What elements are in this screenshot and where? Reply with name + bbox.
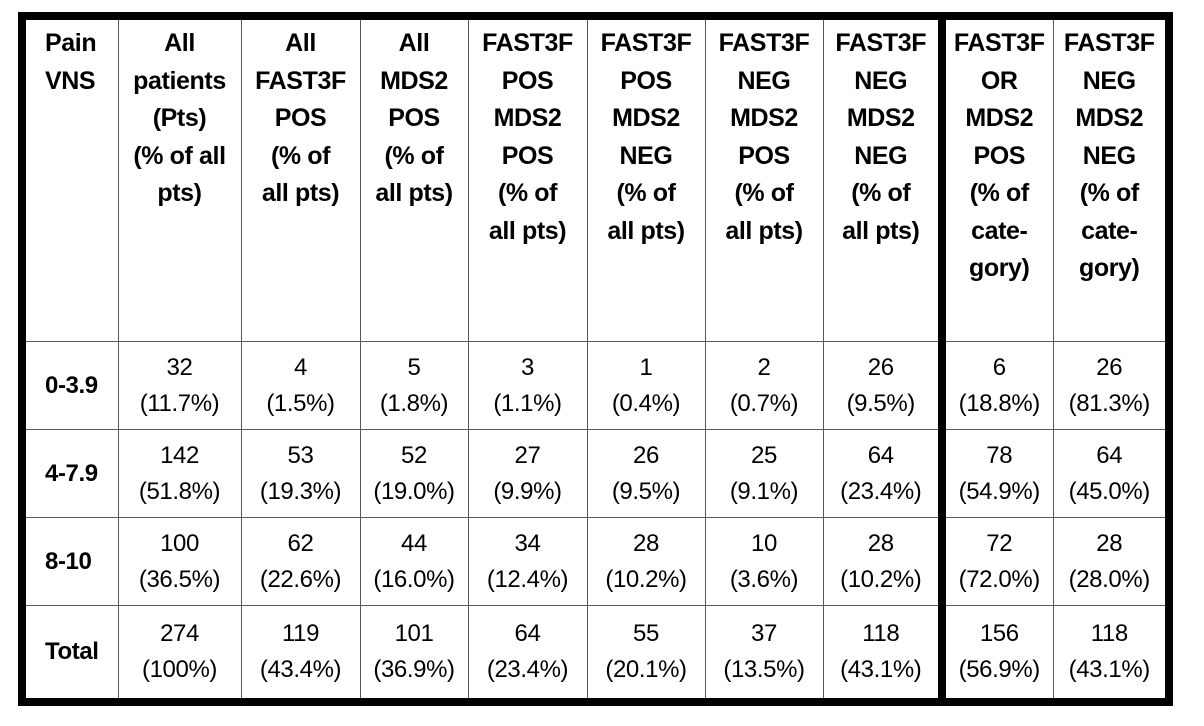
header-all-patients: All patients (Pts) (% of all pts) xyxy=(117,15,242,342)
cell-2-3: 34 (12.4%) xyxy=(467,517,588,606)
column-header-label: Pain VNS xyxy=(45,29,97,95)
header-all-mds2-pos: All MDS2 POS (% of all pts) xyxy=(359,15,469,342)
cell-2-8: 28 (28.0%) xyxy=(1052,517,1170,606)
row-header-4-7-9: 4-7.9 xyxy=(21,429,119,518)
cell-3-8: 118 (43.1%) xyxy=(1052,605,1170,703)
cell-1-7: 78 (54.9%) xyxy=(938,429,1054,518)
cell-2-7: 72 (72.0%) xyxy=(938,517,1054,606)
column-header-label: All FAST3F POS (% of all pts) xyxy=(255,29,346,207)
header-fast3f-or-mds2-pos: FAST3F OR MDS2 POS (% of cate- gory) xyxy=(938,15,1054,342)
column-header-label: FAST3F NEG MDS2 NEG (% of all pts) xyxy=(835,29,927,245)
table-row-4-7-9: 4-7.9 142 (51.8%) 53 (19.3%) 52 (19.0%) 27(… xyxy=(21,429,1170,518)
cell-0-2: 5 (1.8%) xyxy=(359,341,469,430)
cell-2-6: 28 (10.2%) xyxy=(822,517,943,606)
column-header-label: All MDS2 POS (% of all pts) xyxy=(375,29,453,207)
cell-1-6: 64 (23.4%) xyxy=(822,429,943,518)
cell-0-3: 3 (1.1%) xyxy=(467,341,588,430)
pain-vns-results-table: Pain VNS All patients (Pts) (% of all pt… xyxy=(18,12,1173,706)
header-all-fast3f-pos: All FAST3F POS (% of all pts) xyxy=(240,15,361,342)
table-row-0-3-9: 0-3.9 32 (11.7%) 4 (1.5%) 5 (1.8%) 3 (1.1%) … xyxy=(21,341,1170,430)
cell-3-4: 55 (20.1%) xyxy=(586,605,706,703)
cell-1-1: 53 (19.3%) xyxy=(240,429,361,518)
cell-0-4: 1 (0.4%) xyxy=(586,341,706,430)
column-header-label: FAST3F POS MDS2 NEG (% of all pts) xyxy=(600,29,692,245)
column-header-label: FAST3F NEG MDS2 POS (% of all pts) xyxy=(718,29,810,245)
table-row-8-10: 8-10 100 (36.5%) 62 (22.6%) 44 (16.0%) 34 (1… xyxy=(21,517,1170,606)
cell-3-0: 274 (100%) xyxy=(117,605,242,703)
cell-0-5: 2 (0.7%) xyxy=(704,341,824,430)
column-header-label: FAST3F POS MDS2 POS (% of all pts) xyxy=(482,29,573,245)
cell-0-0: 32 (11.7%) xyxy=(117,341,242,430)
cell-1-2: 52 (19.0%) xyxy=(359,429,469,518)
row-header-8-10: 8-10 xyxy=(21,517,119,606)
cell-2-2: 44 (16.0%) xyxy=(359,517,469,606)
row-header-total: Total xyxy=(21,605,119,703)
header-fast3f-neg-mds2-neg-category: FAST3F NEG MDS2 NEG (% of cate- gory) xyxy=(1052,15,1170,342)
cell-2-0: 100 (36.5%) xyxy=(117,517,242,606)
cell-0-1: 4 (1.5%) xyxy=(240,341,361,430)
cell-3-7: 156 (56.9%) xyxy=(938,605,1054,703)
header-fast3f-neg-mds2-neg: FAST3F NEG MDS2 NEG (% of all pts) xyxy=(822,15,943,342)
cell-3-6: 118 (43.1%) xyxy=(822,605,943,703)
header-row: Pain VNS All patients (Pts) (% of all pt… xyxy=(21,15,1170,342)
cell-2-4: 28 (10.2%) xyxy=(586,517,706,606)
table-row-total: Total 274 (100%) 119 (43.4%) 101 (36.9%) 64… xyxy=(21,605,1170,703)
header-pain-vns: Pain VNS xyxy=(21,15,119,342)
cell-2-1: 62 (22.6%) xyxy=(240,517,361,606)
column-header-label: FAST3F OR MDS2 POS (% of cate- gory) xyxy=(953,29,1045,282)
cell-0-7: 6 (18.8%) xyxy=(938,341,1054,430)
cell-1-8: 64 (45.0%) xyxy=(1052,429,1170,518)
header-fast3f-pos-mds2-pos: FAST3F POS MDS2 POS (% of all pts) xyxy=(467,15,588,342)
cell-0-6: 26 (9.5%) xyxy=(822,341,943,430)
header-fast3f-pos-mds2-neg: FAST3F POS MDS2 NEG (% of all pts) xyxy=(586,15,706,342)
cell-1-0: 142 (51.8%) xyxy=(117,429,242,518)
cell-3-5: 37 (13.5%) xyxy=(704,605,824,703)
cell-3-3: 64 (23.4%) xyxy=(467,605,588,703)
row-header-0-3-9: 0-3.9 xyxy=(21,341,119,430)
cell-1-5: 25 (9.1%) xyxy=(704,429,824,518)
cell-1-4: 26 (9.5%) xyxy=(586,429,706,518)
cell-2-5: 10 (3.6%) xyxy=(704,517,824,606)
cell-3-2: 101 (36.9%) xyxy=(359,605,469,703)
column-header-label: FAST3F NEG MDS2 NEG (% of cate- gory) xyxy=(1063,29,1155,282)
header-fast3f-neg-mds2-pos: FAST3F NEG MDS2 POS (% of all pts) xyxy=(704,15,824,342)
cell-1-3: 27 (9.9%) xyxy=(467,429,588,518)
column-header-label: All patients (Pts) (% of all pts) xyxy=(133,29,226,207)
cell-0-8: 26 (81.3%) xyxy=(1052,341,1170,430)
cell-3-1: 119 (43.4%) xyxy=(240,605,361,703)
